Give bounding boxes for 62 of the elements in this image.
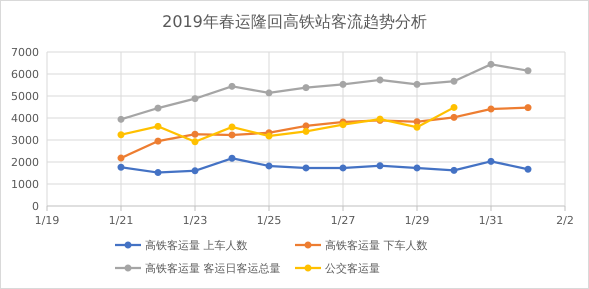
x-tick-label: 1/27 xyxy=(330,214,356,227)
y-tick-label: 0 xyxy=(32,200,39,213)
point xyxy=(340,164,346,172)
point xyxy=(192,95,198,102)
y-tick-label: 6000 xyxy=(11,68,39,81)
x-tick-label: 1/31 xyxy=(478,214,504,227)
y-tick-label: 4000 xyxy=(11,112,39,125)
x-tick-label: 2/2 xyxy=(556,214,574,227)
point xyxy=(488,60,494,68)
point xyxy=(376,162,384,170)
point xyxy=(450,114,458,121)
point xyxy=(154,104,162,112)
point xyxy=(154,122,162,130)
y-tick-label: 1000 xyxy=(11,178,39,191)
point xyxy=(488,105,494,112)
y-tick-label: 7000 xyxy=(11,46,39,59)
point xyxy=(414,80,420,88)
point xyxy=(376,76,384,84)
x-tick-label: 1/21 xyxy=(108,214,134,227)
point xyxy=(524,104,532,112)
x-tick-label: 1/25 xyxy=(256,214,282,227)
point xyxy=(154,169,162,176)
point xyxy=(228,124,236,131)
point xyxy=(414,124,420,131)
point xyxy=(192,167,198,174)
point xyxy=(524,67,532,74)
point xyxy=(192,130,198,138)
point xyxy=(302,164,310,172)
point xyxy=(340,80,346,88)
point xyxy=(118,131,124,138)
x-tick-label: 1/29 xyxy=(404,214,430,227)
point xyxy=(228,154,236,162)
point xyxy=(266,89,272,96)
point xyxy=(192,138,198,146)
point xyxy=(488,158,494,165)
x-tick-label: 1/19 xyxy=(34,214,60,227)
legend-label: 高铁客运量 上车人数 xyxy=(145,239,248,252)
point xyxy=(450,78,458,85)
point xyxy=(118,164,124,171)
point xyxy=(450,166,458,174)
point xyxy=(228,131,236,138)
point xyxy=(302,84,310,92)
point xyxy=(228,82,236,90)
legend-label: 高铁客运量 下车人数 xyxy=(325,239,428,252)
legend-label: 高铁客运量 客运日客运总量 xyxy=(145,262,280,275)
chart-title: 2019年春运隆回高铁站客流趋势分析 xyxy=(162,12,427,31)
point xyxy=(266,162,272,170)
point xyxy=(118,154,124,162)
point xyxy=(524,166,532,173)
point xyxy=(414,164,420,172)
point xyxy=(266,132,272,140)
x-tick-label: 1/23 xyxy=(182,214,208,227)
point xyxy=(340,121,346,128)
point xyxy=(450,104,458,111)
y-tick-label: 5000 xyxy=(11,90,39,103)
point xyxy=(302,128,310,135)
y-tick-label: 3000 xyxy=(11,134,39,147)
point xyxy=(154,138,162,145)
legend-label: 公交客运量 xyxy=(325,262,380,275)
y-tick-label: 2000 xyxy=(11,156,39,169)
point xyxy=(414,118,420,126)
point xyxy=(118,116,124,123)
